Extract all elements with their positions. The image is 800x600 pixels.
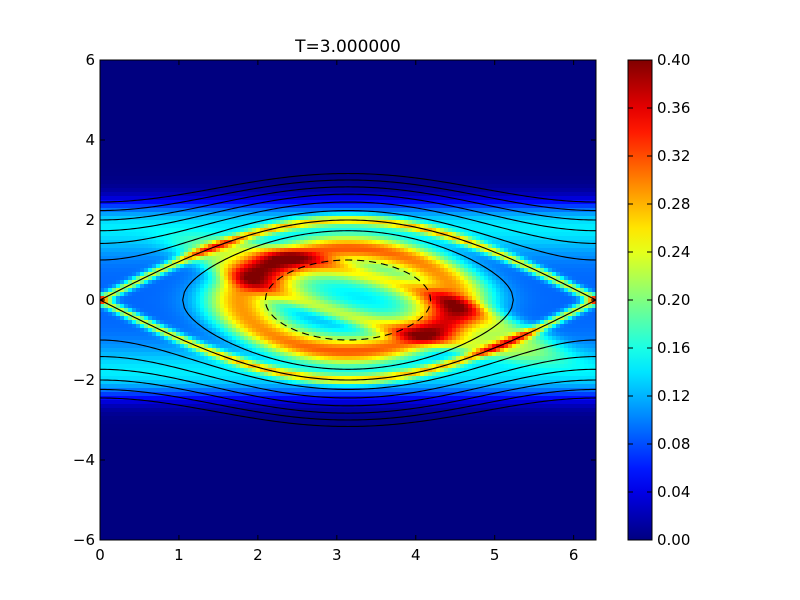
colorbar-axis: 0.00 0.04 0.08 0.12 0.16 0.20 0.24 0.28 0.32 0.36… [628,51,690,549]
contour-line-0 [264,259,432,341]
colorbar-tick-label: 0.36 [657,99,690,117]
x-tick-label: 3 [332,546,342,564]
contour-line-6 [100,379,596,414]
y-axis: −6 −4 −2 0 2 4 6 [73,51,596,549]
contour-line-7 [100,388,596,421]
contour-line-3 [100,210,596,261]
heatmap-layer [100,60,596,540]
y-tick-label: 2 [85,211,95,229]
x-tick-label: 2 [253,546,263,564]
colorbar-tick-label: 0.04 [657,483,690,501]
colorbar-tick-label: 0.16 [657,339,690,357]
y-tick-label: −6 [73,531,95,549]
x-tick-label: 6 [569,546,579,564]
colorbar-tick-label: 0.00 [657,531,690,549]
colorbar-tick-label: 0.12 [657,387,690,405]
contour-line-2 [100,219,596,381]
y-tick-label: 6 [85,51,95,69]
x-tick-label: 4 [411,546,421,564]
y-tick-label: 0 [85,291,95,309]
contour-line-5 [100,193,596,232]
contour-line-5 [100,368,596,407]
contour-line-3 [100,339,596,390]
contour-line-4 [100,201,596,244]
contour-line-7 [100,179,596,212]
contour-line-6 [100,186,596,221]
x-tick-label: 0 [95,546,105,564]
colorbar-tick-label: 0.28 [657,195,690,213]
contour-line-8 [100,172,596,203]
contour-line-4 [100,356,596,399]
y-tick-label: −2 [73,371,95,389]
contour-lines [100,172,596,428]
x-axis: 0 1 2 3 4 5 6 [95,60,578,564]
colorbar-tick-label: 0.40 [657,51,690,69]
y-tick-label: 4 [85,131,95,149]
contour-line-1 [182,230,514,370]
colorbar-tick-label: 0.32 [657,147,690,165]
contour-line-8 [100,397,596,428]
chart-title: T=3.000000 [294,37,401,57]
colorbar-tick-label: 0.24 [657,243,690,261]
colorbar-tick-label: 0.08 [657,435,690,453]
colorbar-tick-label: 0.20 [657,291,690,309]
y-tick-label: −4 [73,451,95,469]
x-tick-label: 1 [174,546,184,564]
x-tick-label: 5 [490,546,500,564]
